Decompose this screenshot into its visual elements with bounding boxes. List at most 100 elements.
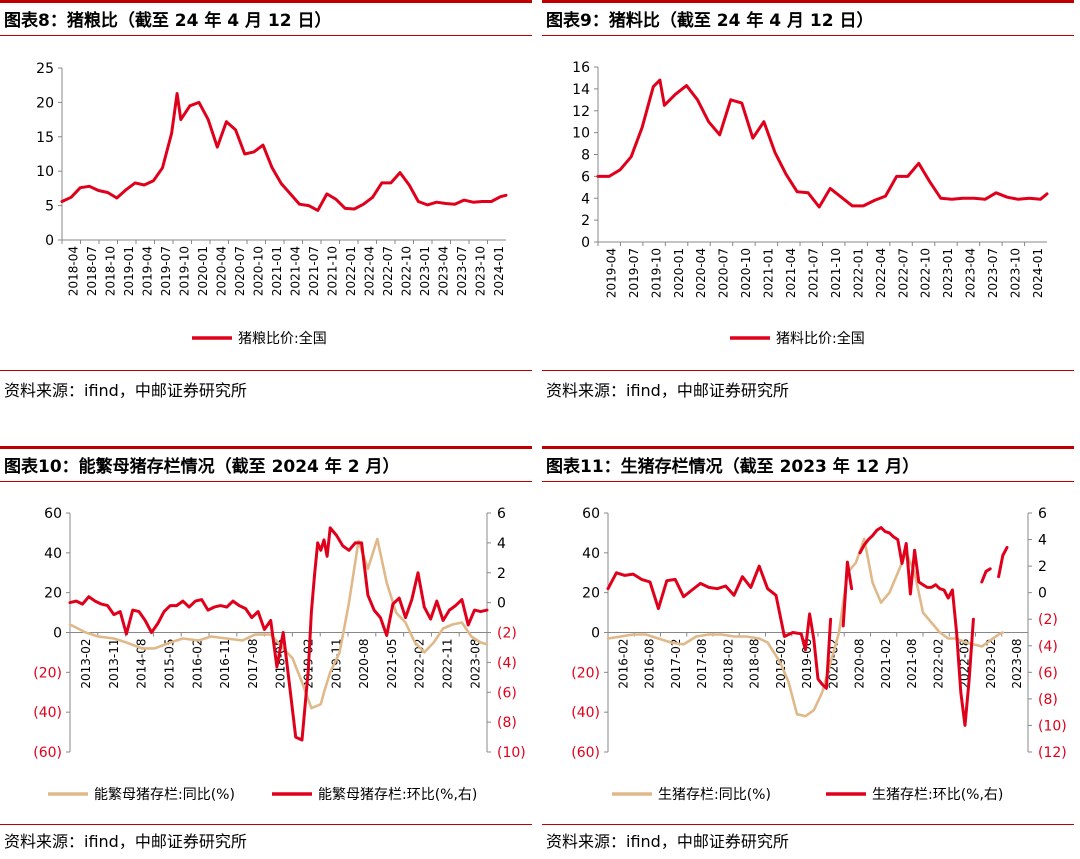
x-tick-label: 2023-10 <box>1009 248 1023 298</box>
panel-top-rule <box>542 446 1074 449</box>
x-tick-label: 2016-02 <box>190 639 204 689</box>
x-tick-label: 2017-08 <box>246 639 260 689</box>
source-rule <box>0 824 532 825</box>
x-tick-label: 2023-04 <box>964 248 978 298</box>
panel-top-rule <box>542 0 1074 3</box>
x-tick-label: 2018-02 <box>721 639 735 689</box>
legend-label: 能繁母猪存栏:同比(%) <box>94 787 235 803</box>
y-tick-label: 8 <box>581 148 590 164</box>
x-tick-label: 2022-01 <box>851 248 865 298</box>
x-tick-label: 2018-10 <box>103 246 117 296</box>
y-tick-label: 60 <box>582 506 600 522</box>
series-line-2 <box>858 526 975 727</box>
x-tick-label: 2023-02 <box>984 639 998 689</box>
title-underline <box>0 35 532 36</box>
x-tick-label: 2019-01 <box>122 246 136 296</box>
y-tick-label: (40) <box>571 705 600 721</box>
y-right-tick-label: (4) <box>1038 639 1058 655</box>
y-tick-label: (20) <box>33 665 62 681</box>
y-tick-label: 14 <box>572 82 590 98</box>
x-tick-label: 2019-04 <box>604 248 618 298</box>
x-tick-label: 2019-04 <box>140 246 154 296</box>
series-line-2 <box>997 546 1009 579</box>
y-right-tick-label: 0 <box>1038 586 1047 602</box>
series-line-2 <box>841 560 854 628</box>
x-tick-label: 2019-10 <box>649 248 663 298</box>
y-right-tick-label: (12) <box>1038 745 1067 761</box>
y-tick-label: (60) <box>571 745 600 761</box>
x-tick-label: 2021-02 <box>879 639 893 689</box>
legend-label: 生猪存栏:环比(%,右) <box>872 787 1003 803</box>
x-tick-label: 2019-08 <box>800 639 814 689</box>
series-line-1 <box>606 537 1005 718</box>
x-tick-label: 2013-02 <box>79 639 93 689</box>
x-tick-label: 2021-10 <box>829 248 843 298</box>
y-right-tick-label: 6 <box>1038 506 1047 522</box>
x-tick-label: 2020-10 <box>739 248 753 298</box>
x-tick-label: 2020-01 <box>672 248 686 298</box>
hog-feed-ratio-chart: 0 2 4 6 8 10 12 14 16 2019-04 2019-07 2019-10 2020-0… <box>572 60 1049 347</box>
x-tick-label: 2022-10 <box>399 246 413 296</box>
x-tick-label: 2023-08 <box>468 639 482 689</box>
x-tick-label: 2020-10 <box>251 246 265 296</box>
y-right-tick-label: 0 <box>497 596 506 612</box>
source-rule <box>542 370 1074 371</box>
y-tick-label: 40 <box>582 546 600 562</box>
x-tick-label: 2021-01 <box>762 248 776 298</box>
y-tick-label: (60) <box>33 745 62 761</box>
x-tick-label: 2023-01 <box>418 246 432 296</box>
x-tick-label: 2020-07 <box>717 248 731 298</box>
y-right-tick-label: (10) <box>497 745 526 761</box>
y-tick-label: 5 <box>45 199 54 215</box>
x-tick-label: 2020-08 <box>357 639 371 689</box>
x-tick-label: 2022-02 <box>931 639 945 689</box>
y-tick-label: 20 <box>36 95 54 111</box>
hog-inventory-chart: 6040200(20)(40)(60)6420(2)(4)(6)(8)(10)(… <box>571 506 1067 803</box>
y-tick-label: 6 <box>581 169 590 185</box>
x-tick-label: 2022-04 <box>874 248 888 298</box>
series-line-1 <box>596 78 1049 209</box>
x-tick-label: 2021-01 <box>270 246 284 296</box>
y-tick-label: 20 <box>44 586 62 602</box>
series-line-1 <box>68 537 489 710</box>
panel-hog-inventory: 图表11：生猪存栏情况（截至 2023 年 12 月） 60 40 20 0 (20)(… <box>542 446 1074 859</box>
x-tick-label: 2016-08 <box>643 639 657 689</box>
y-tick-label: 12 <box>572 104 590 120</box>
x-tick-label: 2017-02 <box>669 639 683 689</box>
x-tick-label: 2018-08 <box>748 639 762 689</box>
y-tick-label: 60 <box>44 506 62 522</box>
x-tick-label: 2018-07 <box>85 246 99 296</box>
x-tick-label: 2019-07 <box>159 246 173 296</box>
panel-top-rule <box>0 446 532 449</box>
y-tick-label: 20 <box>582 586 600 602</box>
y-tick-label: 10 <box>36 164 54 180</box>
x-tick-label: 2023-04 <box>436 246 450 296</box>
panel-top-rule <box>0 0 532 3</box>
source-rule <box>542 824 1074 825</box>
y-right-tick-label: (2) <box>1038 612 1058 628</box>
chart-title: 图表11：生猪存栏情况（截至 2023 年 12 月） <box>546 457 920 477</box>
chart-title: 图表10：能繁母猪存栏情况（截至 2024 年 2 月） <box>4 457 400 477</box>
y-tick-label: 0 <box>53 626 62 642</box>
x-tick-label: 2021-04 <box>784 248 798 298</box>
x-tick-label: 2020-04 <box>214 246 228 296</box>
y-right-tick-label: (10) <box>1038 718 1067 734</box>
x-tick-label: 2023-07 <box>986 248 1000 298</box>
legend-label: 生猪存栏:同比(%) <box>658 787 771 803</box>
hog-grain-ratio-chart: 0 5 10 15 20 25 2018-04 2018-07 2018-10 2019-01 20… <box>36 61 508 347</box>
x-tick-label: 2022-04 <box>362 246 376 296</box>
legend-label: 猪粮比价:全国 <box>238 330 327 347</box>
source-note: 资料来源：ifind，中邮证券研究所 <box>546 832 789 851</box>
y-tick-label: 16 <box>572 60 590 76</box>
chart-title: 图表9：猪料比（截至 24 年 4 月 12 日） <box>546 11 874 31</box>
x-tick-label: 2014-08 <box>135 639 149 689</box>
source-rule <box>0 370 532 371</box>
x-tick-label: 2023-07 <box>455 246 469 296</box>
x-tick-label: 2019-10 <box>177 246 191 296</box>
x-tick-label: 2023-08 <box>1010 639 1024 689</box>
y-right-tick-label: (2) <box>497 626 517 642</box>
title-underline <box>542 35 1074 36</box>
y-right-tick-label: (8) <box>497 715 517 731</box>
x-tick-label: 2022-11 <box>441 639 455 689</box>
x-tick-label: 2022-07 <box>896 248 910 298</box>
